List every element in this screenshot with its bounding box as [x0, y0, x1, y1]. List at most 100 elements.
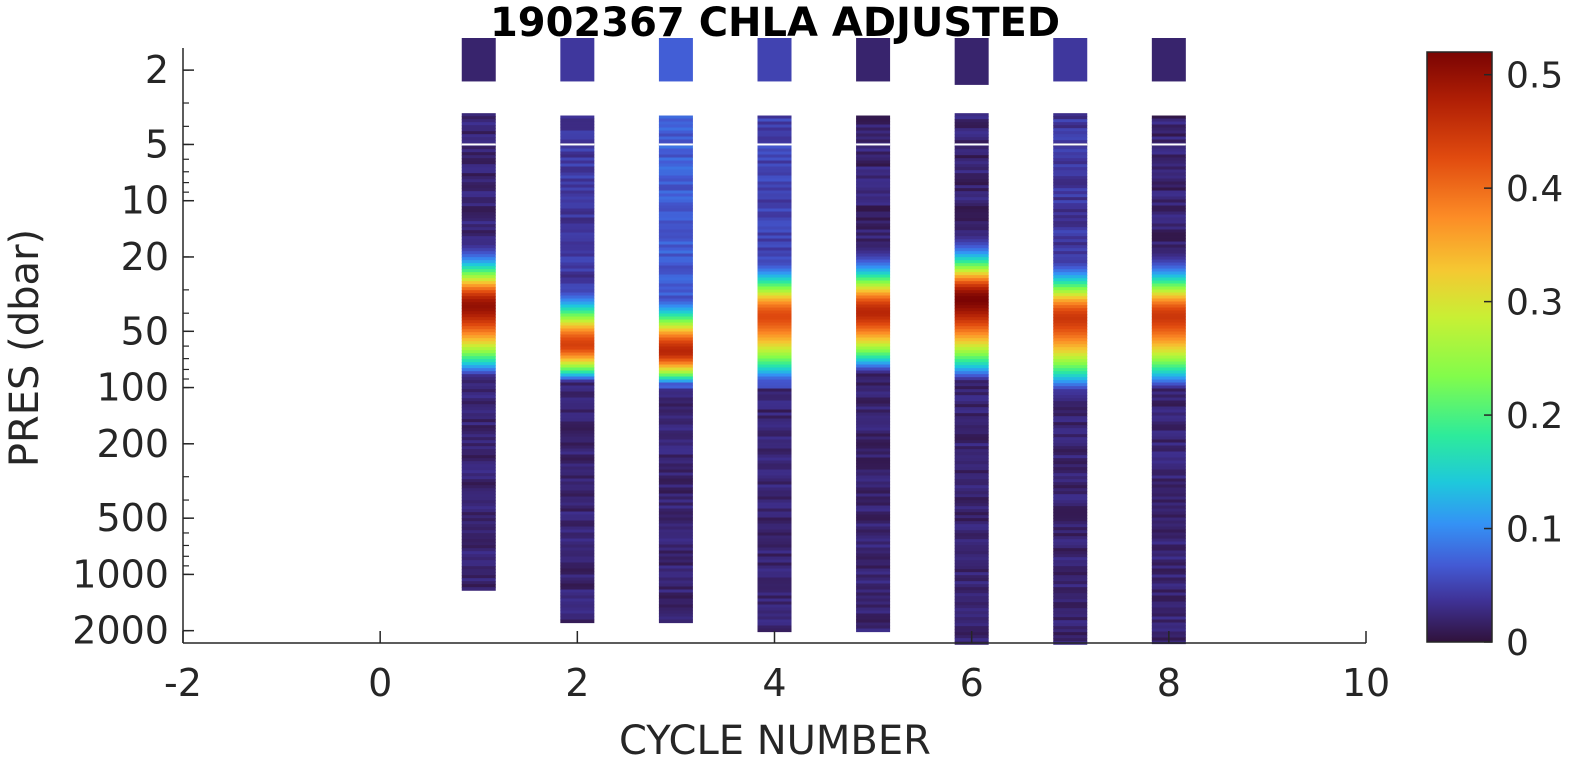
profile-cell	[954, 515, 989, 519]
profile-cell	[461, 503, 496, 507]
profile-cell	[1053, 239, 1088, 243]
profile-cell	[1151, 580, 1186, 585]
profile-cell	[954, 284, 989, 288]
profile-cell	[1151, 505, 1186, 510]
profile-cell	[1053, 476, 1088, 480]
profile-cell	[461, 566, 496, 570]
profile-cell	[856, 226, 891, 231]
profile-cell	[560, 220, 595, 225]
profile-cell	[954, 170, 989, 174]
profile-cell	[560, 250, 595, 255]
profile-cell	[757, 484, 792, 489]
profile-cell	[757, 325, 792, 330]
profile-cell	[658, 592, 693, 597]
profile-cell	[1053, 416, 1088, 420]
profile-cell	[856, 577, 891, 582]
profile-cell	[1151, 334, 1186, 339]
profile-cell	[757, 130, 792, 135]
profile-cell	[1053, 317, 1088, 321]
profile-cell	[1053, 233, 1088, 237]
profile-cell	[658, 442, 693, 447]
profile-cell	[856, 388, 891, 393]
profile-cell	[757, 301, 792, 306]
profile-cell	[757, 616, 792, 621]
profile-cell	[757, 319, 792, 324]
profile-cell	[954, 332, 989, 336]
profile-cell	[757, 601, 792, 606]
profile-cell	[954, 527, 989, 531]
profile-cell	[658, 244, 693, 249]
profile-cell	[856, 307, 891, 312]
colorbar-gradient	[1427, 52, 1492, 642]
profile-cell	[954, 377, 989, 381]
profile-cell	[560, 517, 595, 522]
profile-cell	[461, 512, 496, 516]
profile-cell	[560, 241, 595, 246]
profile-cell	[954, 410, 989, 414]
profile-cell	[954, 191, 989, 195]
profile-cell	[560, 328, 595, 333]
profile-cell	[658, 352, 693, 357]
profile-cell	[954, 308, 989, 312]
profile-cell	[856, 172, 891, 177]
profile-cell	[1053, 173, 1088, 177]
profile-cell	[1151, 388, 1186, 393]
profile-cell	[856, 451, 891, 456]
profile-cell	[1053, 308, 1088, 312]
profile-cell	[954, 242, 989, 246]
profile-cell	[856, 541, 891, 546]
profile-cell	[560, 502, 595, 507]
profile-cell	[1053, 482, 1088, 486]
profile-cell	[856, 400, 891, 405]
profile-cell	[856, 559, 891, 564]
profile-cell	[560, 604, 595, 609]
profile-cell	[560, 508, 595, 513]
profile-cell	[1053, 473, 1088, 477]
profile-cell	[560, 208, 595, 213]
profile-cell	[954, 164, 989, 168]
profile-cell	[954, 263, 989, 267]
profile-cell	[954, 272, 989, 276]
profile-cell	[658, 418, 693, 423]
profile-cell	[461, 245, 496, 249]
profile-cell	[461, 539, 496, 543]
profile-cell	[1053, 335, 1088, 339]
profile-cell	[658, 460, 693, 465]
colorbar-tick-label: 0.1	[1506, 510, 1563, 551]
profile-cell	[560, 373, 595, 378]
profile-cell	[560, 421, 595, 426]
profile-cell	[856, 262, 891, 267]
profile-cell	[461, 293, 496, 297]
profile-gap-line	[954, 143, 989, 146]
profile-cell	[1053, 386, 1088, 390]
profile-cell	[658, 484, 693, 489]
profile-cell	[1053, 158, 1088, 162]
profile-cell	[560, 541, 595, 546]
profile-cell	[560, 493, 595, 498]
profile-cell	[856, 457, 891, 462]
profile-cell	[856, 157, 891, 162]
profile-cell	[658, 313, 693, 318]
profile-cell	[954, 122, 989, 126]
profile-cell	[658, 505, 693, 510]
profile-cell	[954, 620, 989, 624]
profile-cell	[757, 598, 792, 603]
profile-cell	[757, 442, 792, 447]
profile-cell	[658, 358, 693, 363]
profile-cell	[560, 175, 595, 180]
profile-cell	[1053, 446, 1088, 450]
profile-cell	[560, 382, 595, 387]
profile-cell	[954, 488, 989, 492]
profile-cell	[757, 214, 792, 219]
profile-cell	[658, 445, 693, 450]
profile-cell	[954, 446, 989, 450]
profile-cell	[856, 616, 891, 621]
profile-cell	[757, 337, 792, 342]
profile-cell	[461, 413, 496, 417]
profile-cell	[856, 250, 891, 255]
profile-cell	[1053, 557, 1088, 561]
profile-cell	[560, 253, 595, 258]
profile-cell	[856, 241, 891, 246]
profile-cell	[757, 571, 792, 576]
